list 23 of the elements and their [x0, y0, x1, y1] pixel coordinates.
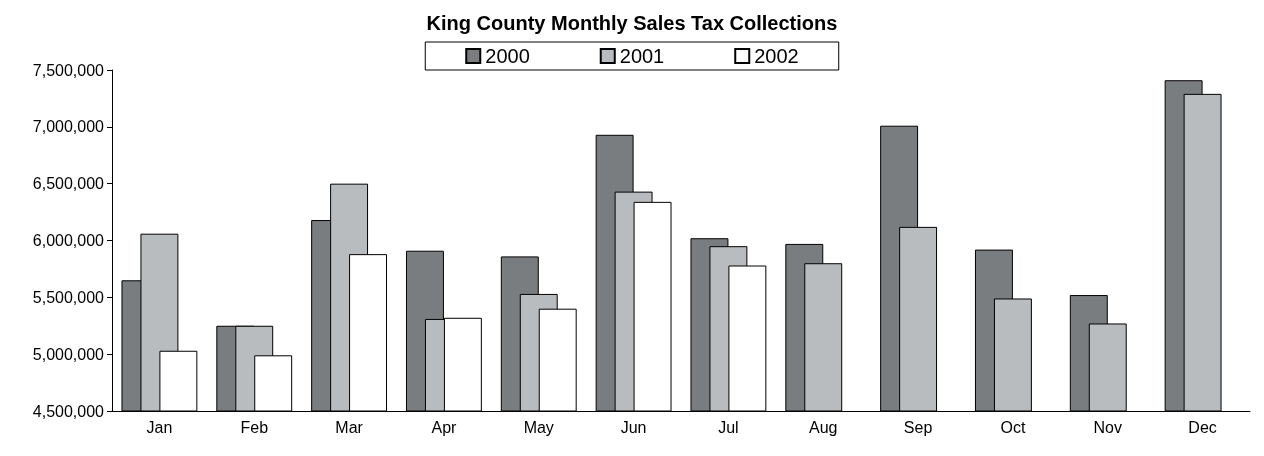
y-tick-label: 4,500,000: [32, 402, 105, 420]
legend-label: 2000: [485, 45, 530, 67]
y-tick-label: 5,000,000: [32, 345, 105, 363]
x-tick-label: Jun: [620, 418, 647, 436]
chart-title: King County Monthly Sales Tax Collections: [426, 12, 838, 34]
x-tick-label: Apr: [431, 418, 458, 436]
x-tick-label: Nov: [1093, 418, 1122, 436]
y-tick-label: 7,000,000: [32, 118, 105, 136]
legend-label: 2001: [619, 45, 665, 67]
x-tick-label: Sep: [903, 418, 933, 436]
x-tick-label: Feb: [240, 418, 269, 436]
y-tick-label: 5,500,000: [32, 288, 105, 306]
y-tick-label: 6,500,000: [32, 175, 105, 193]
y-tick-label: 6,000,000: [32, 232, 105, 249]
x-tick-label: Jan: [146, 418, 173, 436]
x-tick-label: Dec: [1188, 418, 1217, 436]
x-tick-label: May: [523, 418, 554, 436]
x-tick-label: Mar: [335, 418, 364, 436]
y-tick-label: 7,500,000: [32, 61, 105, 79]
x-tick-label: Jul: [718, 418, 739, 436]
legend-label: 2002: [754, 45, 799, 67]
x-tick-label: Oct: [1000, 418, 1026, 436]
x-tick-label: Aug: [809, 418, 838, 436]
